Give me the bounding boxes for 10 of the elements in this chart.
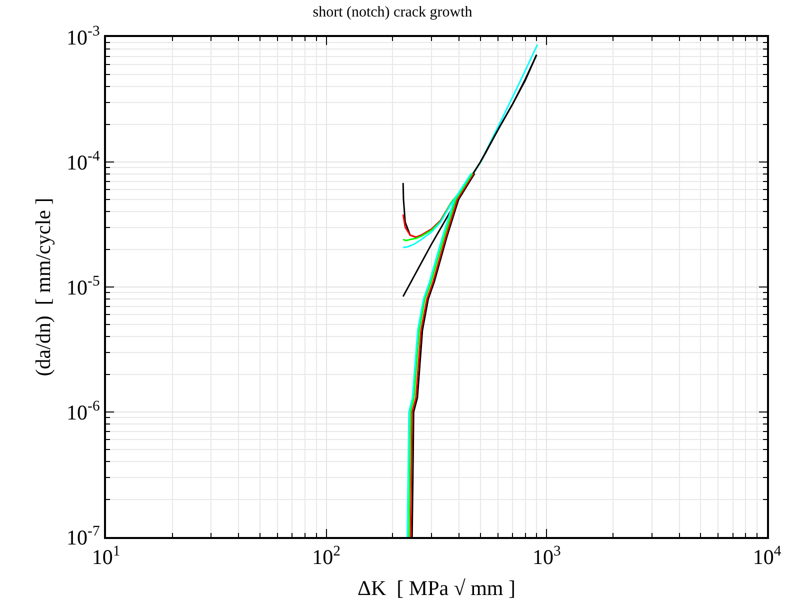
y-tick-label: 10$^{-4}$ xyxy=(66,148,100,174)
y-tick-label: 10$^{-6}$ xyxy=(66,398,100,424)
x-tick-label: 10$^{3}$ xyxy=(532,543,561,570)
x-tick-label: 10$^{4}$ xyxy=(752,543,782,570)
x-tick-label: 10$^{2}$ xyxy=(312,543,340,570)
y-axis-title: (da/dn) [ mm/cycle ] xyxy=(31,198,56,376)
y-tick-label: 10$^{-3}$ xyxy=(66,24,100,50)
chart-title: short (notch) crack growth xyxy=(312,4,473,20)
y-tick-label: 10$^{-5}$ xyxy=(66,274,100,300)
x-axis-title: ΔK [ MPa √ mm ] xyxy=(357,576,516,600)
